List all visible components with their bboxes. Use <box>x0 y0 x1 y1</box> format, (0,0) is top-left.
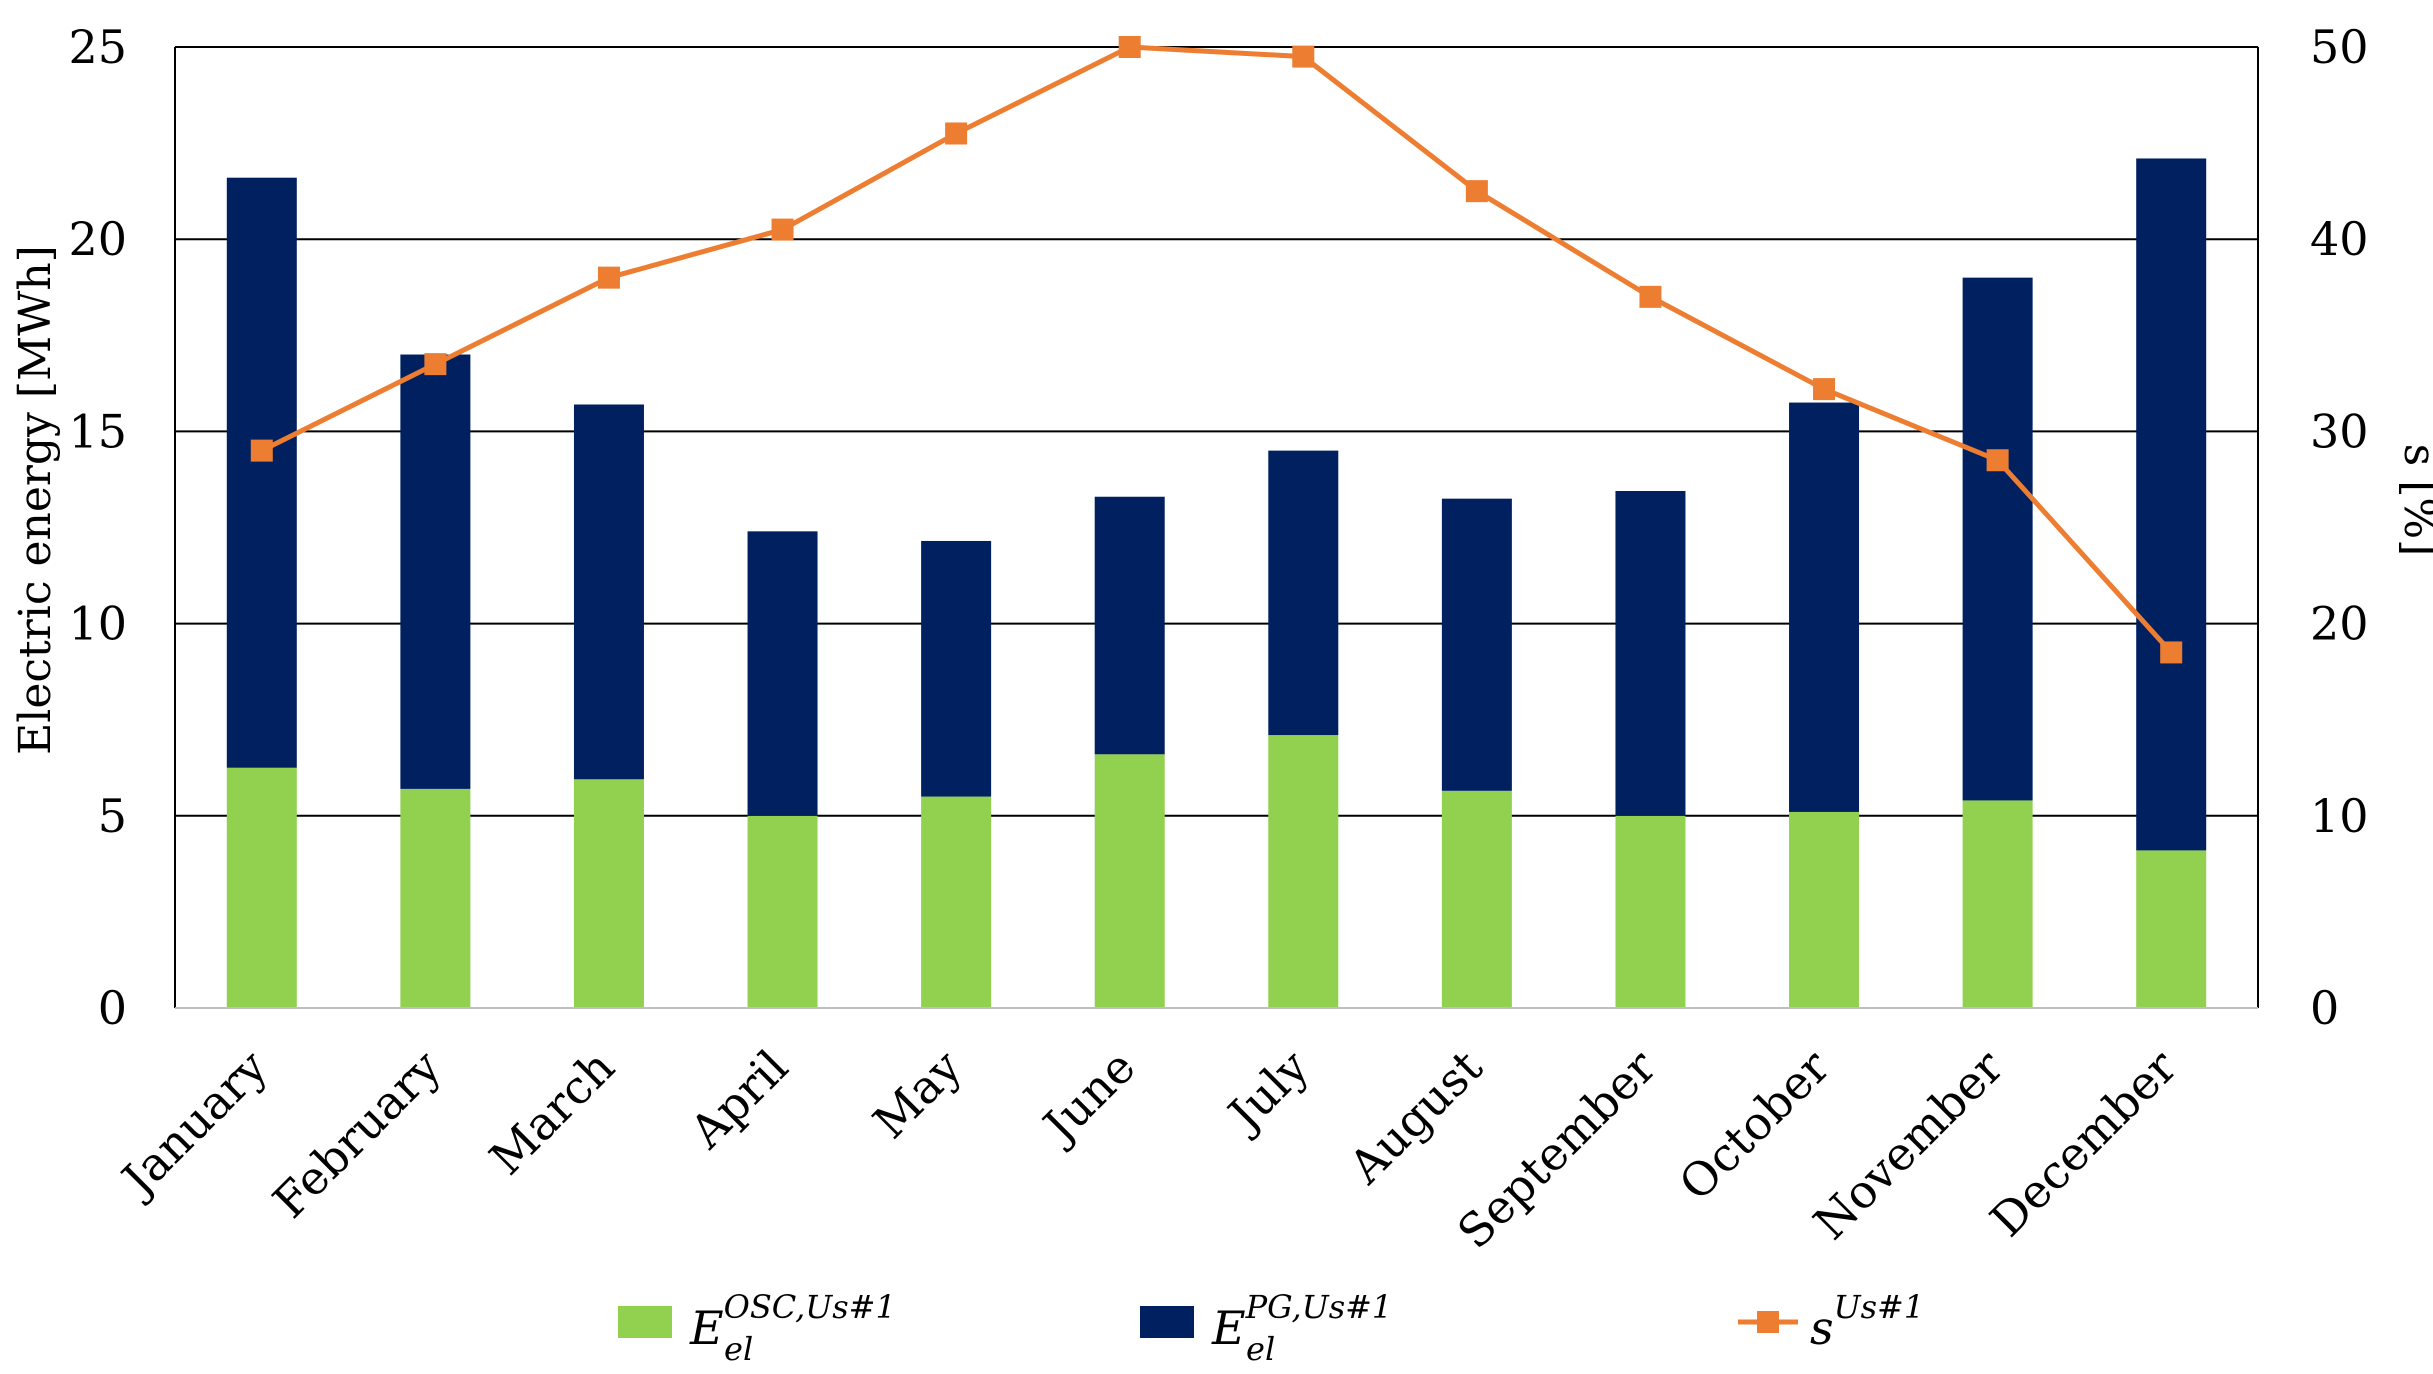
y-axis-label: Electric energy [MWh] <box>10 245 61 755</box>
legend-label: EPG,Us#1 <box>1211 1288 1392 1355</box>
bar-osc <box>400 788 471 1008</box>
line-point <box>1292 45 1315 68</box>
bar-osc <box>1094 754 1165 1008</box>
line-point <box>250 439 273 462</box>
bar-osc <box>921 796 992 1008</box>
line-point <box>945 122 968 145</box>
bar-pg <box>573 404 644 780</box>
bar-pg <box>1962 277 2033 801</box>
line-point <box>1639 285 1662 308</box>
line-point <box>1118 36 1141 58</box>
gridlines <box>175 46 2258 817</box>
bar-osc <box>2136 850 2207 1008</box>
bar-osc <box>1441 790 1512 1008</box>
line-point <box>1813 378 1836 401</box>
bar-osc <box>226 767 297 1008</box>
line-point <box>1465 180 1488 203</box>
bars <box>226 158 2207 1008</box>
legend-swatch <box>618 1306 672 1338</box>
bar-osc <box>1615 815 1686 1008</box>
y2-tick-label: 10 <box>2310 789 2369 843</box>
x-tick-label: November <box>1803 1040 2013 1250</box>
y2-tick-label: 40 <box>2310 212 2369 266</box>
bar-pg <box>747 531 818 816</box>
y2-axis-label: s [%] <box>2394 444 2433 557</box>
x-tick-label: April <box>679 1040 799 1160</box>
y2-tick-label: 50 <box>2310 20 2369 74</box>
legend-label-sub: el <box>1246 1330 1275 1368</box>
x-tick-label: December <box>1980 1040 2187 1247</box>
legend-item: EOSC,Us#1el <box>618 1288 896 1368</box>
axes <box>174 47 2259 1009</box>
bar-osc <box>747 815 818 1008</box>
x-tick-label: May <box>863 1040 972 1149</box>
bar-pg <box>400 354 471 789</box>
line-point <box>597 266 620 289</box>
y2-tick-label: 0 <box>2310 981 2339 1035</box>
bar-osc <box>1962 800 2033 1008</box>
bar-pg <box>921 540 992 797</box>
legend: EOSC,Us#1el EPG,Us#1el sUs#1 <box>618 1288 1924 1368</box>
y-tick-label: 5 <box>98 789 127 843</box>
legend-item: EPG,Us#1el <box>1140 1288 1392 1368</box>
y2-tick-label: 20 <box>2310 597 2369 651</box>
y-tick-label: 20 <box>68 212 127 266</box>
y2-tick-labels: 0 10 20 30 40 50 <box>2310 20 2369 1035</box>
y-tick-labels: 0 5 10 15 20 25 <box>68 20 127 1035</box>
bar-osc <box>573 779 644 1008</box>
x-tick-label: July <box>1215 1040 1319 1144</box>
y-tick-label: 25 <box>68 20 127 74</box>
legend-item: sUs#1 <box>1738 1288 1924 1355</box>
bar-pg <box>1441 498 1512 791</box>
bar-pg <box>1268 450 1339 736</box>
x-tick-label: August <box>1338 1039 1493 1194</box>
line-point <box>771 218 794 241</box>
x-tick-label: February <box>262 1040 451 1229</box>
legend-swatch-marker <box>1757 1311 1779 1333</box>
legend-swatch <box>1140 1306 1194 1338</box>
x-tick-label: October <box>1668 1040 1839 1211</box>
y-tick-label: 15 <box>68 404 127 458</box>
legend-label: EOSC,Us#1 <box>689 1288 896 1355</box>
x-tick-label: January <box>109 1040 278 1209</box>
line-series <box>250 36 2183 664</box>
bar-pg <box>1615 490 1686 816</box>
bar-pg <box>1094 496 1165 755</box>
bar-pg <box>2136 158 2207 851</box>
legend-label-sub: el <box>724 1330 753 1368</box>
line-point <box>2160 641 2183 664</box>
y2-tick-label: 30 <box>2310 404 2369 458</box>
x-tick-label: June <box>1030 1040 1145 1155</box>
line-point <box>424 353 447 376</box>
x-tick-label: March <box>479 1040 625 1186</box>
bar-pg <box>1789 402 1860 812</box>
y-tick-label: 0 <box>98 981 127 1035</box>
bar-osc <box>1789 811 1860 1008</box>
bar-osc <box>1268 735 1339 1008</box>
line-point <box>1986 449 2009 472</box>
legend-label: sUs#1 <box>1810 1288 1924 1355</box>
line-s <box>260 44 2174 655</box>
y-tick-label: 10 <box>68 597 127 651</box>
bar-pg <box>226 177 297 768</box>
